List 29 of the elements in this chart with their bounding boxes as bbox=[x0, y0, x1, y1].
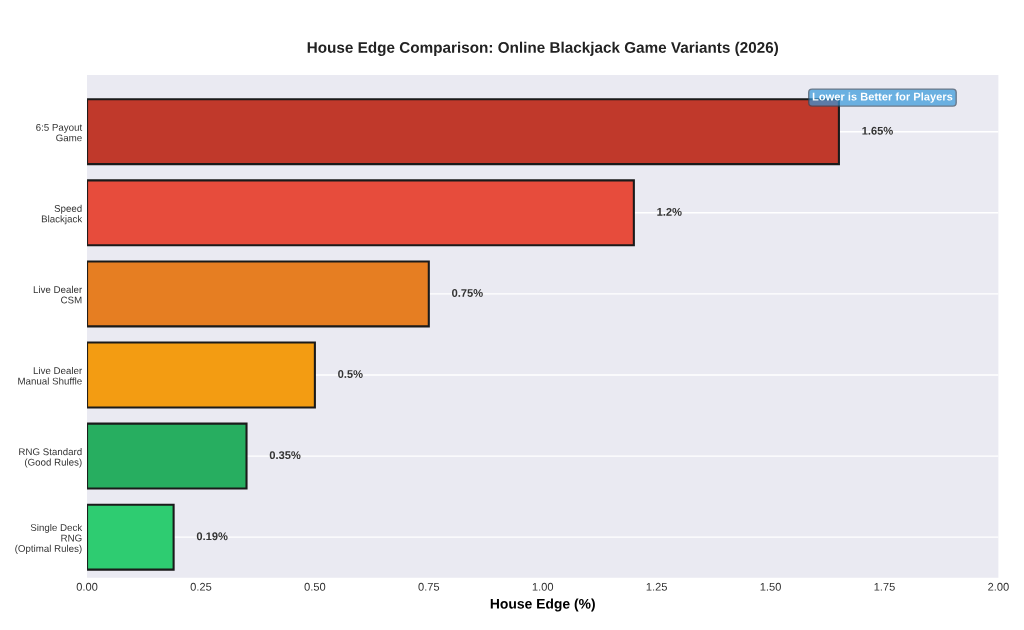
x-tick-label: 0.00 bbox=[76, 582, 98, 591]
bar bbox=[87, 260, 430, 328]
data-label: 0.19% bbox=[196, 532, 228, 541]
bar bbox=[87, 422, 248, 490]
y-tick-label: 6:5 Payout Game bbox=[36, 123, 83, 142]
data-label: 1.2% bbox=[657, 207, 682, 216]
x-tick-label: 1.50 bbox=[760, 582, 781, 591]
x-tick-label: 0.25 bbox=[190, 582, 212, 591]
x-tick-label: 0.75 bbox=[418, 582, 440, 591]
bar bbox=[87, 503, 175, 571]
x-axis-title: House Edge (%) bbox=[490, 598, 595, 612]
x-tick-label: 2.00 bbox=[988, 582, 1009, 591]
data-label: 0.75% bbox=[452, 289, 483, 297]
x-tick-label: 1.00 bbox=[532, 582, 554, 591]
bar bbox=[87, 341, 316, 409]
y-tick-label: Speed Blackjack bbox=[41, 204, 83, 225]
y-tick-label: RNG Standard (Good Rules) bbox=[19, 448, 82, 468]
x-tick-label: 1.75 bbox=[874, 582, 895, 591]
y-tick-label: Live Dealer CSM bbox=[33, 285, 83, 304]
annotation: Lower is Better for Players bbox=[812, 92, 953, 103]
y-tick-label: Single Deck RNG (Optimal Rules) bbox=[15, 523, 83, 554]
data-label: 0.35% bbox=[269, 451, 301, 460]
bar bbox=[87, 179, 635, 247]
data-label: 1.65% bbox=[862, 126, 893, 135]
chart-title: House Edge Comparison: Online Blackjack Game Variants (2026) bbox=[307, 41, 779, 56]
x-tick-label: 1.25 bbox=[646, 582, 667, 591]
y-tick-label: Live Dealer Manual Shuffle bbox=[18, 366, 83, 385]
x-tick-label: 0.50 bbox=[304, 582, 326, 591]
data-label: 0.5% bbox=[338, 370, 363, 378]
